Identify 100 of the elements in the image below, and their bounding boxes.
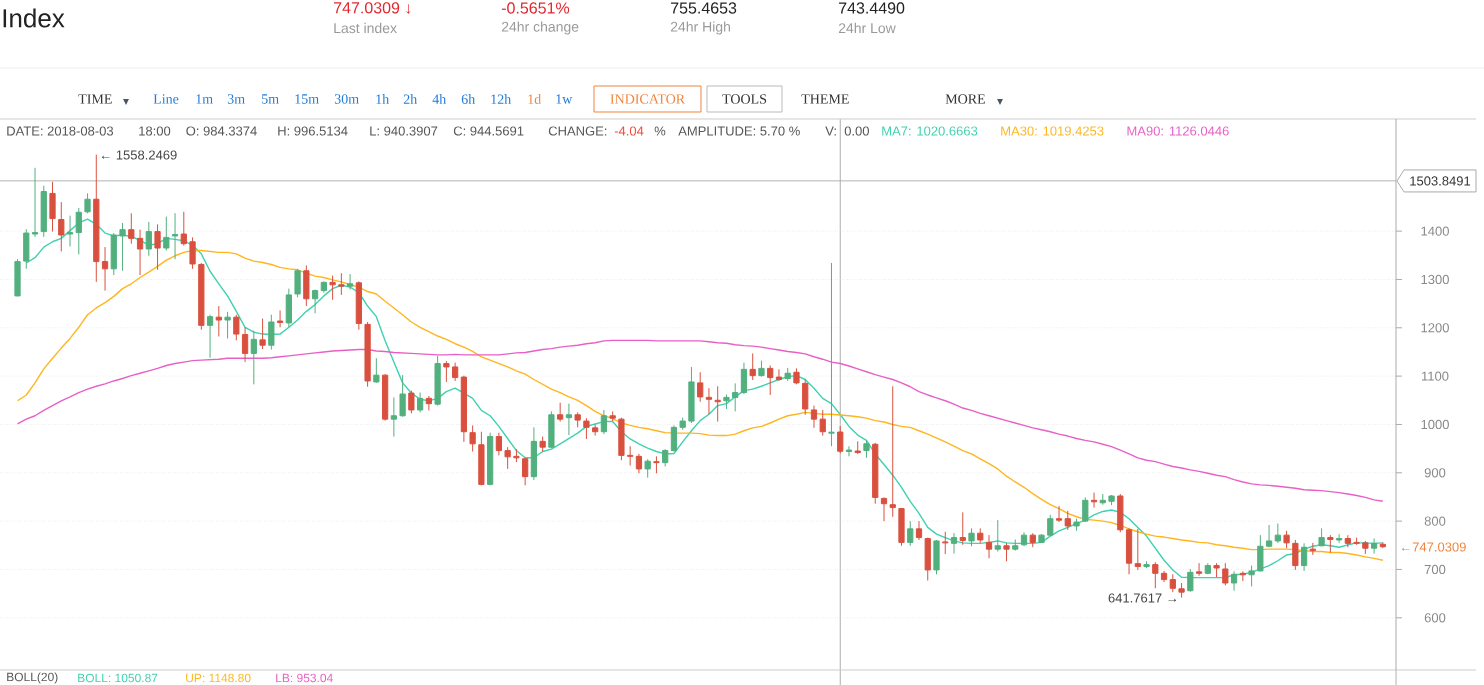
candlestick: [627, 445, 634, 467]
candlestick: [915, 520, 923, 541]
text: 12h: [491, 94, 512, 104]
candlestick: [1090, 492, 1098, 509]
candlestick: [23, 228, 30, 270]
candlestick: [740, 362, 748, 395]
text: TIME: [78, 94, 112, 104]
candlestick: [1257, 534, 1264, 572]
candlestick: [1169, 573, 1176, 593]
candlestick: [714, 385, 721, 423]
candlestick: [1283, 530, 1290, 549]
candlestick: [198, 262, 205, 331]
candlestick: [408, 390, 415, 414]
text: 4h: [432, 94, 447, 104]
candlestick: [311, 289, 319, 314]
candlestick: [557, 402, 564, 423]
candlestick: [863, 439, 870, 459]
candlestick: [1160, 570, 1168, 583]
candlestick: [75, 207, 82, 255]
candlestick: [215, 305, 222, 337]
candlestick: [933, 539, 940, 575]
candlestick: [583, 417, 590, 440]
annotation: C: 944.5691: [453, 126, 524, 136]
candlestick: [1379, 541, 1386, 549]
text: MA30: 1019.4253: [1001, 126, 1104, 136]
text: ▼: [123, 99, 129, 105]
y-tick-label: 700: [1424, 564, 1446, 575]
candlestick: [1318, 527, 1325, 547]
candlestick: [697, 371, 704, 403]
candlestick: [688, 366, 695, 424]
candlestick: [416, 392, 424, 413]
candlestick: [303, 264, 310, 307]
candlestick: [679, 417, 686, 431]
text: ▼: [997, 99, 1003, 105]
candlestick: [338, 272, 345, 296]
candlestick: [574, 411, 581, 428]
candlestick: [294, 268, 301, 298]
candlestick: [320, 280, 327, 293]
candlestick: [513, 448, 520, 463]
candlestick: [285, 288, 292, 328]
candlestick: [644, 458, 651, 479]
candlestick: [950, 532, 958, 554]
candlestick: [154, 223, 161, 271]
candlestick: [346, 273, 354, 291]
candlestick: [1099, 493, 1106, 506]
candlestick: [732, 382, 739, 412]
candlestick: [66, 215, 74, 248]
candlestick: [1178, 582, 1185, 599]
candlestick: [1274, 523, 1281, 544]
candlestick: [119, 222, 126, 272]
candlestick: [487, 432, 494, 486]
candlestick: [522, 457, 529, 486]
candlestick: [1117, 493, 1124, 533]
candlestick: [994, 519, 1001, 553]
candlestick: [189, 236, 196, 270]
candlestick: [145, 221, 152, 257]
chart-title: Index: [3, 8, 65, 28]
candlestick: [1029, 532, 1036, 548]
candlestick: [224, 311, 231, 339]
text: 743.4490: [839, 2, 905, 14]
candlestick: [1353, 537, 1360, 546]
text: Last index: [334, 22, 397, 34]
candlestick: [907, 520, 914, 547]
candlestick: [1309, 542, 1316, 556]
candlestick: [1248, 565, 1255, 587]
candlestick: [635, 453, 643, 474]
annotation: V:: [825, 126, 836, 136]
candlestick: [1073, 518, 1080, 532]
text: Line: [153, 94, 179, 104]
candlestick: [443, 360, 450, 383]
text: UP: 1148.80: [186, 673, 251, 683]
candlestick: [40, 185, 47, 238]
text: 1h: [376, 94, 390, 104]
y-tick-label: 1100: [1422, 371, 1449, 381]
candlestick: [942, 531, 949, 555]
candlestick: [819, 409, 826, 437]
text: ←747.0309: [1401, 542, 1466, 552]
candlestick: [136, 229, 144, 276]
candlestick: [592, 423, 599, 437]
annotation: 0.00: [844, 126, 869, 136]
candlestick: [828, 262, 835, 447]
text: 755.4653: [671, 2, 737, 14]
candlestick: [101, 246, 109, 292]
candlestick: [1125, 527, 1133, 575]
text: MA90: 1126.0446: [1127, 126, 1229, 136]
candlestick: [530, 426, 538, 481]
text: 1m: [196, 94, 213, 104]
candlestick: [84, 192, 91, 214]
candlestick: [705, 387, 713, 415]
candlestick: [1265, 524, 1273, 548]
text: 24hr High: [670, 21, 730, 35]
candlestick: [723, 393, 730, 410]
candlestick: [1195, 562, 1203, 577]
candlestick: [924, 537, 931, 582]
candlestick: [268, 314, 275, 351]
candlestick: [977, 527, 984, 544]
candlestick: [802, 379, 809, 416]
candlestick: [1230, 570, 1238, 592]
candlestick: [1204, 562, 1211, 575]
candlestick: [1152, 561, 1159, 589]
